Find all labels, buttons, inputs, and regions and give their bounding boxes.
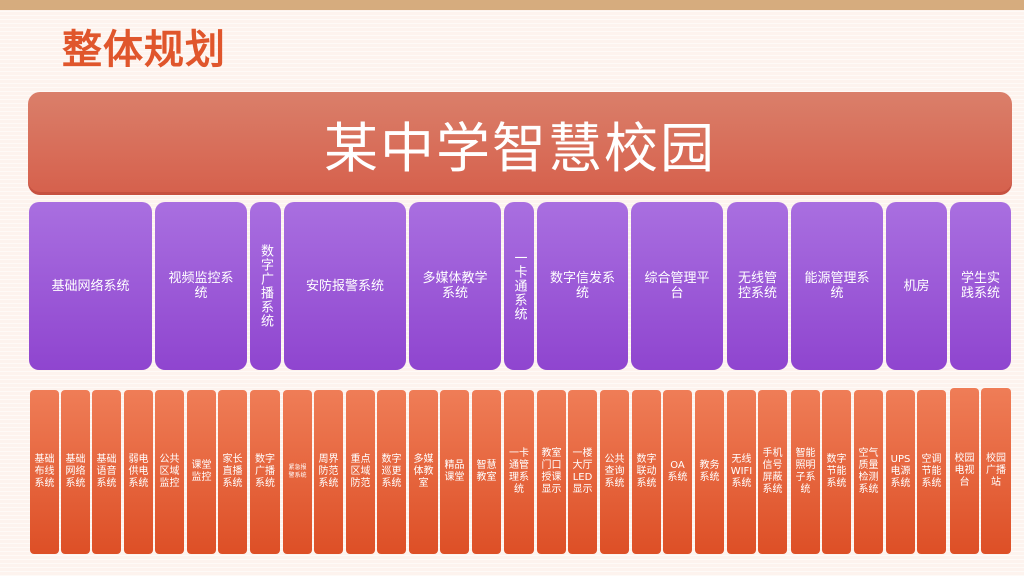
subsystem-box: 手机 信号 屏蔽 系统 [758,390,787,554]
subsystem-box: 教务 系统 [695,390,724,554]
system-student-practice: 学生实践系统 [950,202,1011,370]
system-security-alarm: 安防报警系统 [284,202,406,370]
subsystem-box: UPS 电源 系统 [886,390,915,554]
subsystem-box: 数字 巡更 系统 [377,390,406,554]
subsystem-box: 紧急报 警系统 [283,390,312,554]
system-server-room: 机房 [886,202,947,370]
subsystem-box: 空调 节能 系统 [917,390,946,554]
subsystem-box: 数字 广播 系统 [250,390,280,554]
subsystem-box: 校园 广播 站 [981,388,1011,554]
subsystem-box: 无线 WIFI 系统 [727,390,756,554]
system-digital-broadcast: 数字广播系统 [250,202,281,370]
subsystem-box: 课堂 监控 [187,390,216,554]
subsystem-box: 数字 节能 系统 [822,390,851,554]
system-basic-network: 基础网络系统 [29,202,152,370]
system-digital-signage: 数字信发系统 [537,202,628,370]
campus-banner: 某中学智慧校园 [28,92,1012,195]
subsystem-box: 家长 直播 系统 [218,390,247,554]
subsystem-box: 公共 区域 监控 [155,390,184,554]
subsystem-box: 智慧 教室 [472,390,501,554]
subsystem-box: 一楼 大厅 LED 显示 [568,390,597,554]
subsystem-box: 数字 联动 系统 [632,390,661,554]
subsystem-box: 精品 课堂 [440,390,469,554]
top-accent-bar [0,0,1024,10]
system-multimedia-teaching: 多媒体教学系统 [409,202,501,370]
subsystem-box: 公共 查询 系统 [600,390,629,554]
page-title: 整体规划 [62,27,226,73]
subsystem-box: 基础 布线 系统 [30,390,59,554]
system-wireless-control: 无线管控系统 [727,202,788,370]
subsystem-box: 校园 电视 台 [950,388,979,554]
subsystem-box: 基础 网络 系统 [61,390,90,554]
subsystem-box: 空气 质量 检测 系统 [854,390,883,554]
subsystem-box: 弱电 供电 系统 [124,390,153,554]
subsystem-box: 周界 防范 系统 [314,390,343,554]
subsystem-box: 基础 语音 系统 [92,390,121,554]
system-video-surveillance: 视频监控系统 [155,202,247,370]
system-management-platform: 综合管理平台 [631,202,723,370]
subsystem-box: OA 系统 [663,390,692,554]
subsystem-box: 一卡 通管 理系 统 [504,390,534,554]
subsystem-box: 多媒 体教 室 [409,390,438,554]
subsystem-box: 智能 照明 子系 统 [791,390,820,554]
subsystem-box: 教室 门口 授课 显示 [537,390,566,554]
subsystem-box: 重点 区域 防范 [346,390,375,554]
system-energy-management: 能源管理系统 [791,202,883,370]
system-campus-card: 一卡通系统 [504,202,534,370]
